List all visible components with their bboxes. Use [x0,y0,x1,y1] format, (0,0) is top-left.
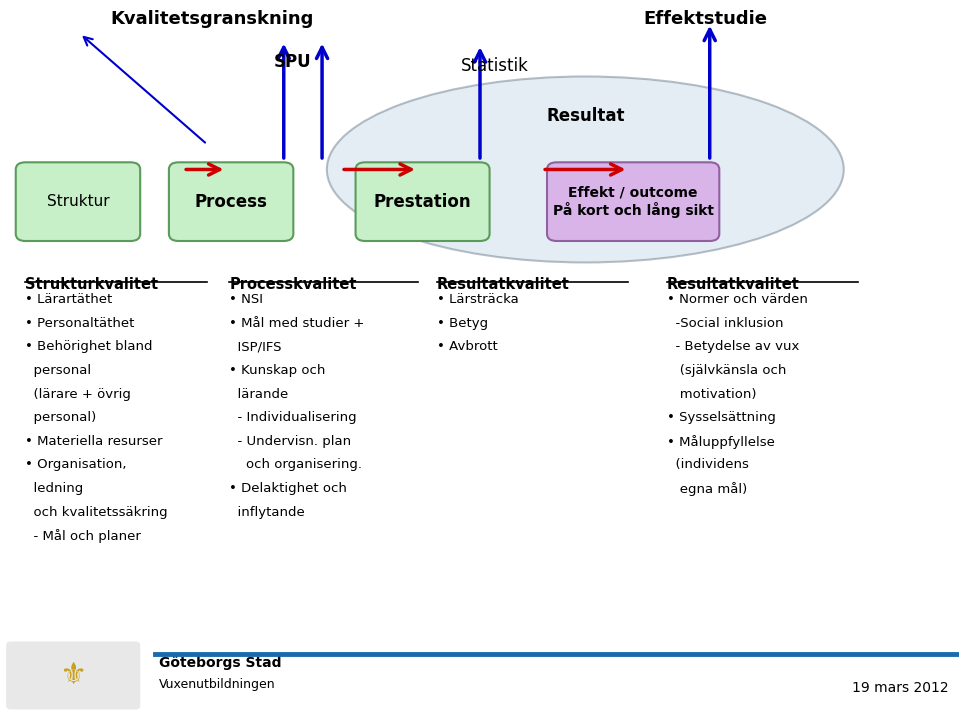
Text: - Individualisering: - Individualisering [229,411,357,424]
Text: -Social inklusion: -Social inklusion [666,317,783,330]
Text: ledning: ledning [25,482,84,495]
Text: • Mål med studier +: • Mål med studier + [229,317,365,330]
Text: Effekt / outcome
På kort och lång sikt: Effekt / outcome På kort och lång sikt [553,185,713,218]
Text: personal: personal [25,364,91,377]
Text: Göteborgs Stad: Göteborgs Stad [159,656,282,670]
Text: Resultat: Resultat [546,107,625,125]
Text: Statistik: Statistik [461,57,529,75]
Text: - Undervisn. plan: - Undervisn. plan [229,435,351,448]
Text: Resultatkvalitet: Resultatkvalitet [437,276,570,292]
FancyBboxPatch shape [547,162,719,241]
Text: egna mål): egna mål) [666,482,747,496]
Text: (lärare + övrig: (lärare + övrig [25,388,132,401]
Text: • Materiella resurser: • Materiella resurser [25,435,163,448]
Text: • Behörighet bland: • Behörighet bland [25,340,153,353]
Text: • Personaltäthet: • Personaltäthet [25,317,134,330]
Text: personal): personal) [25,411,97,424]
FancyBboxPatch shape [6,641,140,709]
Text: Prestation: Prestation [373,192,471,210]
Text: Struktur: Struktur [47,194,109,209]
Text: • Sysselsättning: • Sysselsättning [666,411,776,424]
FancyBboxPatch shape [15,162,140,241]
Text: • Organisation,: • Organisation, [25,458,127,472]
Text: SPU: SPU [275,53,312,71]
Ellipse shape [326,77,844,263]
Text: motivation): motivation) [666,388,756,401]
Text: och organisering.: och organisering. [229,458,362,472]
Text: • Måluppfyllelse: • Måluppfyllelse [666,435,775,449]
Text: • Avbrott: • Avbrott [437,340,497,353]
Text: 19 mars 2012: 19 mars 2012 [852,681,949,695]
FancyBboxPatch shape [355,162,490,241]
Text: • Lärsträcka: • Lärsträcka [437,293,518,306]
Text: ISP/IFS: ISP/IFS [229,340,281,353]
Text: • Lärartäthet: • Lärartäthet [25,293,112,306]
Text: Effektstudie: Effektstudie [643,10,767,28]
Text: inflytande: inflytande [229,505,305,518]
Text: - Betydelse av vux: - Betydelse av vux [666,340,799,353]
Text: • Kunskap och: • Kunskap och [229,364,325,377]
Text: • Normer och värden: • Normer och värden [666,293,807,306]
Text: • Delaktighet och: • Delaktighet och [229,482,348,495]
Text: (självkänsla och: (självkänsla och [666,364,786,377]
Text: Vuxenutbildningen: Vuxenutbildningen [159,678,276,691]
Text: • Betyg: • Betyg [437,317,488,330]
Text: - Mål och planer: - Mål och planer [25,529,141,544]
Text: och kvalitetssäkring: och kvalitetssäkring [25,505,168,518]
Text: Kvalitetsgranskning: Kvalitetsgranskning [110,10,314,28]
FancyBboxPatch shape [169,162,294,241]
Text: Strukturkvalitet: Strukturkvalitet [25,276,158,292]
Text: Process: Process [195,192,268,210]
Text: lärande: lärande [229,388,288,401]
Text: (individens: (individens [666,458,749,472]
Text: ⚜: ⚜ [60,661,86,690]
Text: Processkvalitet: Processkvalitet [229,276,357,292]
Text: • NSI: • NSI [229,293,263,306]
Text: Resultatkvalitet: Resultatkvalitet [666,276,800,292]
